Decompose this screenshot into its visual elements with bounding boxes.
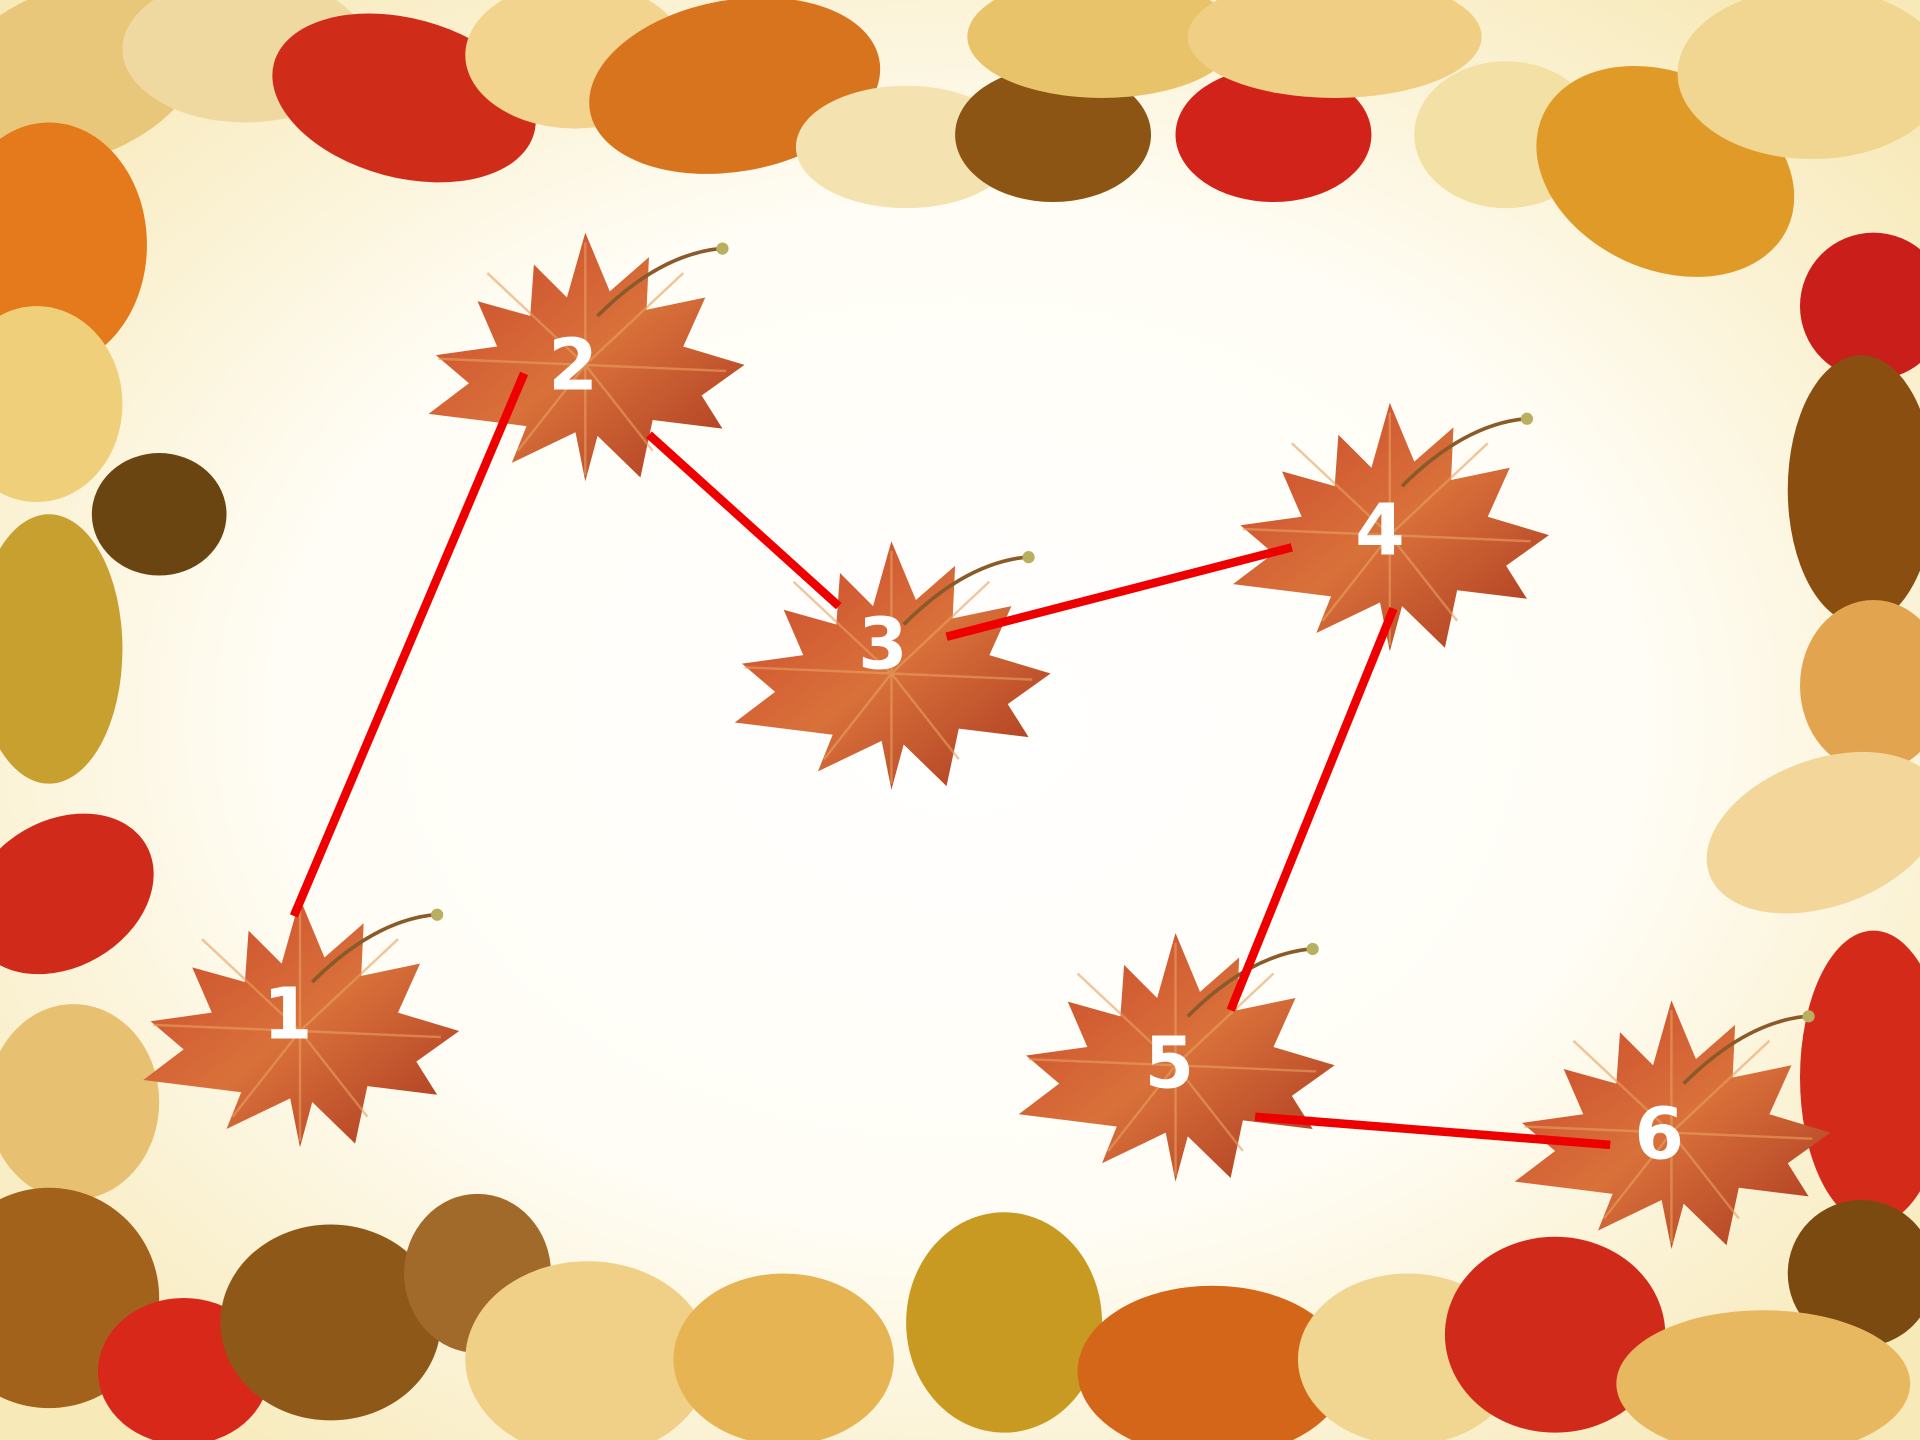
game-board: 1 2 3 4 5 6 <box>0 0 1920 1440</box>
leaf-number: 2 <box>548 323 597 406</box>
page: {"leaves": [{"label": "1"}, {"label": "2… <box>0 0 1920 1440</box>
leaf-number: 1 <box>263 972 312 1055</box>
leaf-number: 3 <box>858 603 907 686</box>
leaf-number: 6 <box>1634 1092 1683 1175</box>
leaf-number: 4 <box>1355 489 1404 572</box>
leaf-number: 5 <box>1145 1021 1194 1104</box>
